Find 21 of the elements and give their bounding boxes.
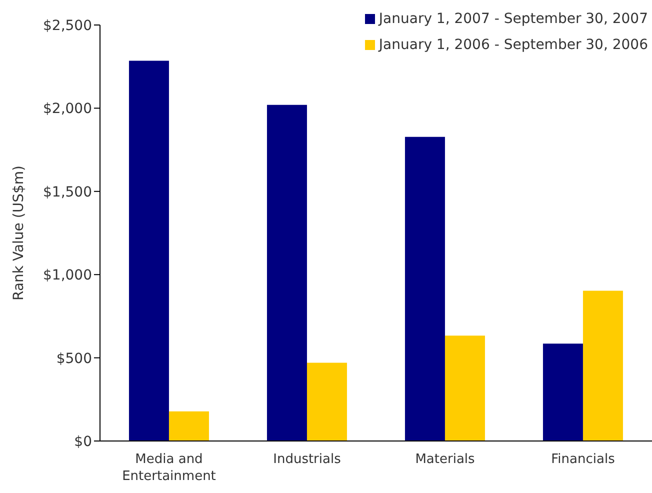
bar <box>128 60 169 441</box>
legend-label: January 1, 2006 - September 30, 2006 <box>378 36 648 55</box>
bar <box>582 290 623 441</box>
bar <box>404 136 445 441</box>
x-tick-label: Industrials <box>273 452 342 467</box>
bar <box>542 344 583 441</box>
bar <box>444 336 485 441</box>
y-tick-label: $500 <box>56 350 92 367</box>
x-tick-label: Financials <box>551 452 616 467</box>
x-tick-label: Materials <box>415 452 476 467</box>
x-tick-label: Media and Entertainment <box>122 452 216 484</box>
y-tick-label: $1,000 <box>43 268 92 284</box>
bar <box>306 362 347 441</box>
bar <box>168 411 209 441</box>
bar <box>266 104 307 441</box>
legend-label: January 1, 2007 - September 30, 2007 <box>378 10 648 29</box>
y-axis-title: Rank Value (US$m) <box>10 166 27 300</box>
y-tick-label: $1,500 <box>43 184 92 200</box>
y-tick-label: $0 <box>74 434 92 450</box>
y-tick-label: $2,500 <box>43 18 92 34</box>
y-tick-label: $2,000 <box>43 101 92 118</box>
